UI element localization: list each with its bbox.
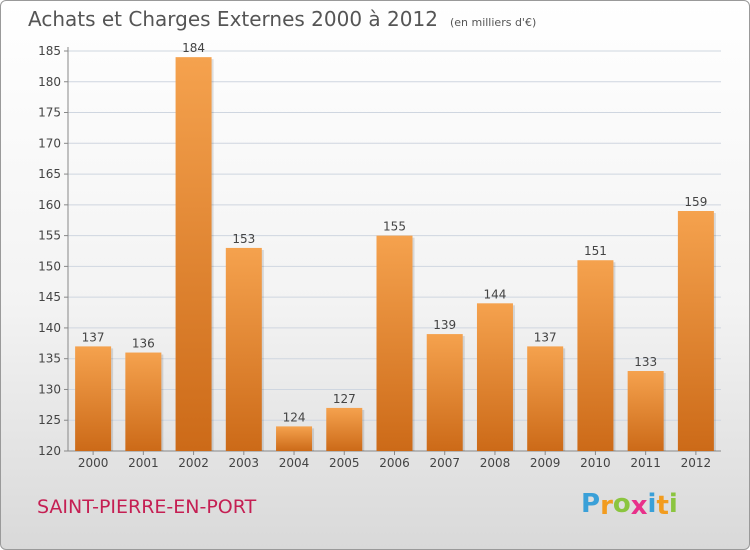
bar-2002 <box>175 57 212 452</box>
y-tick-label: 120 <box>38 444 61 458</box>
x-tick-label: 2002 <box>178 456 209 470</box>
data-label: 155 <box>383 220 406 234</box>
y-tick-label: 155 <box>38 229 61 243</box>
x-tick-label: 2007 <box>429 456 460 470</box>
proxiti-logo: Proxiti <box>581 489 678 521</box>
logo-letter: x <box>630 491 648 521</box>
bar-2009 <box>527 346 564 451</box>
chart-title: Achats et Charges Externes 2000 à 2012 (e… <box>28 7 536 31</box>
data-label: 124 <box>283 410 306 424</box>
x-tick-label: 2000 <box>78 456 109 470</box>
data-label: 151 <box>584 244 607 258</box>
logo-letter: t <box>656 491 669 521</box>
data-label: 137 <box>534 330 557 344</box>
data-label: 136 <box>132 337 155 351</box>
y-tick-label: 125 <box>38 413 61 427</box>
y-tick-label: 145 <box>38 290 61 304</box>
bar-2006 <box>376 235 413 451</box>
data-label: 137 <box>82 330 105 344</box>
bar-2004 <box>276 426 313 451</box>
bar-2010 <box>577 260 614 451</box>
y-tick-label: 130 <box>38 382 61 396</box>
bar-2008 <box>476 303 513 451</box>
data-label: 153 <box>232 232 255 246</box>
y-tick-label: 135 <box>38 352 61 366</box>
y-tick-label: 175 <box>38 106 61 120</box>
x-tick-label: 2008 <box>480 456 511 470</box>
y-tick-label: 165 <box>38 167 61 181</box>
data-labels: 137 136 184 153 124 127 155 139 144 137 151 133 159 <box>82 41 708 424</box>
bar-2003 <box>225 247 262 451</box>
bar-2007 <box>426 334 463 451</box>
x-tick-label: 2003 <box>229 456 260 470</box>
unit-label: (en milliers d'€) <box>449 16 537 29</box>
x-tick-label: 2010 <box>580 456 611 470</box>
y-tick-label: 140 <box>38 321 61 335</box>
bar-2000 <box>75 346 112 451</box>
x-tick-label: 2005 <box>329 456 360 470</box>
title-text: Achats et Charges Externes 2000 à 2012 <box>28 7 438 31</box>
commune-name: SAINT-PIERRE-EN-PORT <box>37 496 257 518</box>
x-tick-label: 2004 <box>279 456 310 470</box>
x-tick-label: 2012 <box>681 456 712 470</box>
x-tick-label: 2006 <box>379 456 410 470</box>
logo-letter: P <box>581 489 601 519</box>
logo-letter: o <box>612 489 631 519</box>
x-tick-label: 2001 <box>128 456 159 470</box>
y-tick-label: 150 <box>38 259 61 273</box>
bar-2011 <box>627 371 664 451</box>
bars <box>75 57 716 452</box>
y-tick-label: 185 <box>38 44 61 58</box>
x-tick-label: 2009 <box>530 456 561 470</box>
bar-2012 <box>677 211 714 451</box>
bar-2005 <box>326 407 363 451</box>
x-tick-label: 2011 <box>630 456 661 470</box>
logo-letter: r <box>600 491 613 521</box>
data-label: 127 <box>333 392 356 406</box>
y-tick-label: 180 <box>38 75 61 89</box>
axes: 120 125 130 135 140 145 150 155 160 165 170 175 180 1… <box>38 44 721 470</box>
data-label: 159 <box>684 195 707 209</box>
y-tick-label: 160 <box>38 198 61 212</box>
logo-letter: i <box>668 489 678 519</box>
data-label: 133 <box>634 355 657 369</box>
y-tick-label: 170 <box>38 136 61 150</box>
logo-letter: i <box>647 489 657 519</box>
data-label: 139 <box>433 318 456 332</box>
bar-2001 <box>125 352 162 451</box>
data-label: 184 <box>182 41 205 55</box>
data-label: 144 <box>484 287 507 301</box>
